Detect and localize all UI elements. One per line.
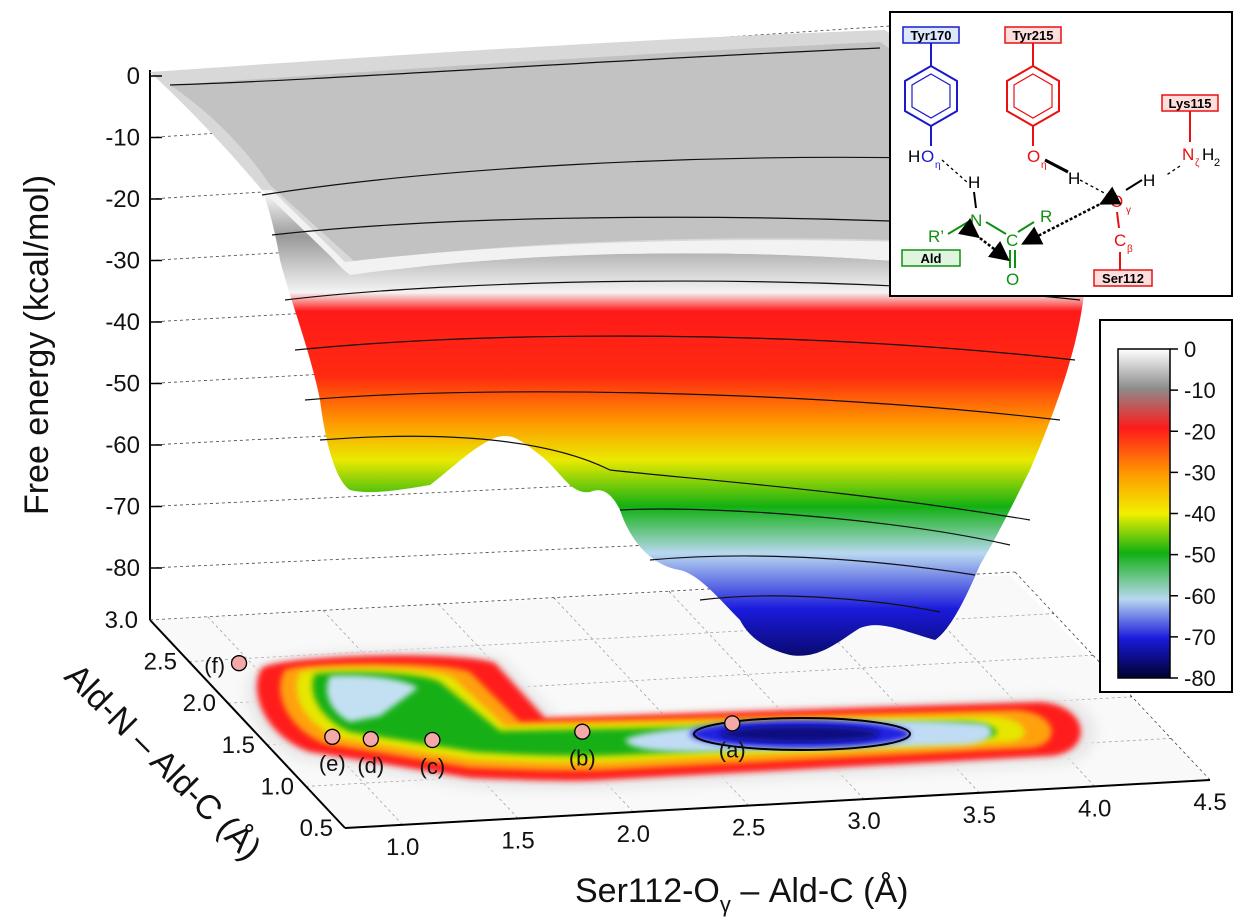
- colorbar-tick-labels: 0 -10 -20 -30 -40 -50 -60 -70 -80: [1170, 337, 1216, 691]
- z-tick-label: -10: [105, 125, 140, 152]
- point-label: (e): [319, 751, 346, 776]
- x-tick-label: 4.5: [1193, 789, 1226, 816]
- x-tick-label: 1.0: [386, 834, 419, 861]
- x-axis-label-main: Ser112-O: [575, 872, 720, 910]
- lys115-h2: H: [1202, 145, 1214, 164]
- ser112-h: H: [1143, 171, 1155, 190]
- point-marker: [424, 731, 441, 749]
- x-tick-label: 3.5: [963, 802, 996, 829]
- point-label: (d): [357, 753, 384, 778]
- colorbar-tick-label: -40: [1184, 502, 1216, 527]
- lys115-group: Lys115 N ζ H 2: [1161, 94, 1220, 169]
- colorbar-tick-label: -50: [1184, 543, 1216, 568]
- distance-arrows: [957, 186, 1122, 262]
- tyr215-group: Tyr215 O η H: [1004, 26, 1080, 188]
- lys115-n: N: [1182, 145, 1194, 164]
- tyr215-o: O: [1027, 147, 1040, 166]
- energy-surface: [150, 30, 1085, 656]
- point-marker: [324, 728, 341, 745]
- ald-o: O: [1006, 270, 1019, 289]
- y-tick-label: 1.5: [222, 732, 255, 759]
- lys115-label: Lys115: [1169, 96, 1212, 111]
- x-tick-label: 1.5: [501, 827, 534, 854]
- x-tick-label: 2.0: [617, 821, 650, 848]
- labeled-points: (a) (b) (c) (d) (e) (f): [204, 653, 745, 779]
- z-tick-label: -60: [105, 432, 140, 459]
- tyr215-o-sub: η: [1041, 160, 1047, 171]
- lys115-n-sub: ζ: [1195, 158, 1200, 169]
- colorbar-gradient: [1117, 348, 1171, 679]
- lys115-h2-sub: 2: [1214, 157, 1220, 169]
- floor-heatmap: [246, 648, 1097, 791]
- x-tick-labels: 1.0 1.5 2.0 2.5 3.0 3.5 4.0 4.5: [386, 789, 1227, 861]
- ald-hn: H: [968, 173, 980, 192]
- inset-frame: [889, 11, 1233, 297]
- y-tick-labels: 0.51.01.52.02.53.0: [105, 607, 333, 842]
- ald-r: R: [1040, 207, 1052, 226]
- x-axis-label: Ser112-Oγ – Ald-C (Å): [575, 872, 908, 917]
- ser112-box: [1093, 269, 1153, 287]
- point-label: (a): [719, 737, 746, 762]
- point-marker: [230, 655, 248, 672]
- colorbar-tick-label: -80: [1184, 666, 1216, 691]
- colorbar-tick-label: -10: [1184, 378, 1216, 403]
- ser112-og-sub: γ: [1126, 205, 1131, 216]
- y-tick-label: 2.0: [183, 690, 216, 717]
- z-tick-label: 0: [127, 63, 140, 90]
- colorbar-tick-label: -60: [1184, 584, 1216, 609]
- point-marker: [724, 715, 741, 732]
- point-label: (f): [204, 653, 225, 678]
- z-tick-label: -40: [105, 309, 140, 336]
- z-tick-label: -20: [105, 186, 140, 213]
- ser112-cb-sub: β: [1127, 244, 1133, 255]
- ser112-og: O: [1110, 192, 1123, 211]
- colorbar-tick-label: 0: [1184, 337, 1196, 362]
- z-tick-label: -70: [105, 494, 140, 521]
- tyr170-o-sub: η: [935, 160, 941, 171]
- tyr170-group: Tyr170 H O η: [902, 26, 960, 171]
- inset-scheme: Tyr170 H O η Tyr215 O η H Lys115: [889, 11, 1233, 297]
- z-axis-label: Free energy (kcal/mol): [18, 175, 56, 515]
- ser112-cb: C: [1114, 231, 1126, 250]
- tyr170-o: O: [921, 147, 934, 166]
- ald-n: N: [970, 211, 982, 230]
- x-axis-label-sub: γ: [720, 892, 731, 917]
- x-axis-label-tail: – Ald-C (Å): [731, 872, 909, 910]
- point-marker: [362, 730, 379, 748]
- y-tick-label: 1.0: [261, 773, 294, 800]
- point-marker: [574, 723, 591, 740]
- point-label: (c): [420, 754, 446, 779]
- z-tick-label: -80: [105, 555, 140, 582]
- tyr170-h: H: [908, 147, 920, 166]
- z-gridlines: [149, 25, 891, 569]
- y-tick-label: 0.5: [300, 815, 333, 842]
- z-tick-label: -30: [105, 248, 140, 275]
- colorbar: 0 -10 -20 -30 -40 -50 -60 -70 -80: [1099, 319, 1233, 693]
- x-tick-label: 4.0: [1078, 795, 1111, 822]
- floor-axes: [149, 619, 1211, 829]
- ald-c: C: [1006, 231, 1018, 250]
- ald-label: Ald: [921, 251, 942, 266]
- colorbar-tick-label: -30: [1184, 460, 1216, 485]
- ser112-label: Ser112: [1102, 271, 1144, 286]
- colorbar-tick-label: -20: [1184, 419, 1216, 444]
- z-tick-label: -50: [105, 371, 140, 398]
- z-gridline: [149, 25, 891, 77]
- point-label: (b): [569, 746, 596, 771]
- x-tick-label: 3.0: [847, 808, 880, 835]
- tyr170-label: Tyr170: [911, 28, 952, 43]
- y-tick-label: 2.5: [144, 649, 177, 676]
- tyr215-label: Tyr215: [1013, 28, 1054, 43]
- y-tick-label: 3.0: [105, 607, 138, 634]
- x-tick-label: 2.5: [732, 815, 765, 842]
- z-tick-labels: 0 -10 -20 -30 -40 -50 -60 -70 -80: [105, 63, 162, 582]
- colorbar-tick-label: -70: [1184, 625, 1216, 650]
- tyr215-h: H: [1068, 169, 1080, 188]
- ald-rp: R’: [928, 227, 944, 246]
